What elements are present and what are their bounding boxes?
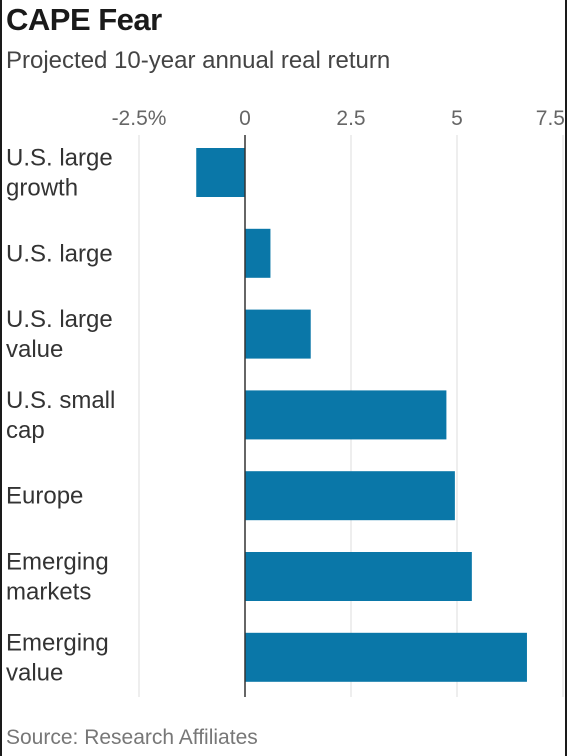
- bar-0: [196, 148, 245, 197]
- x-tick-label-0: -2.5%: [112, 107, 167, 130]
- bar-2: [245, 309, 311, 359]
- category-label-3-0: U.S. small: [6, 387, 115, 414]
- category-label-6-1: value: [6, 659, 63, 686]
- category-label-5-0: Emerging: [6, 549, 109, 576]
- category-label-4-0: Europe: [6, 483, 83, 510]
- category-label-2-0: U.S. large: [6, 306, 113, 333]
- category-label-0-1: growth: [6, 175, 78, 202]
- bar-3: [245, 390, 447, 440]
- category-label-0-0: U.S. large: [6, 145, 113, 172]
- x-tick-label-4: 7.5: [536, 107, 565, 130]
- bar-chart: -2.5% 0 2.5 5 7.5 U.S. large growth U.S. large U…: [6, 107, 565, 697]
- bar-6: [245, 632, 527, 682]
- chart-subtitle: Projected 10-year annual real return: [6, 47, 391, 74]
- category-label-1-0: U.S. large: [6, 240, 113, 267]
- chart-title: CAPE Fear: [6, 2, 162, 37]
- category-label-5-1: markets: [6, 579, 91, 606]
- category-label-6-0: Emerging: [6, 629, 109, 656]
- x-tick-label-2: 2.5: [336, 107, 365, 130]
- x-tick-label-1: 0: [239, 107, 251, 130]
- bar-4: [245, 471, 455, 521]
- category-label-3-1: cap: [6, 417, 45, 444]
- bar-5: [245, 552, 472, 601]
- x-tick-label-3: 5: [451, 107, 463, 130]
- bar-1: [245, 228, 271, 278]
- source-note: Source: Research Affiliates: [6, 726, 258, 749]
- category-label-2-1: value: [6, 336, 63, 363]
